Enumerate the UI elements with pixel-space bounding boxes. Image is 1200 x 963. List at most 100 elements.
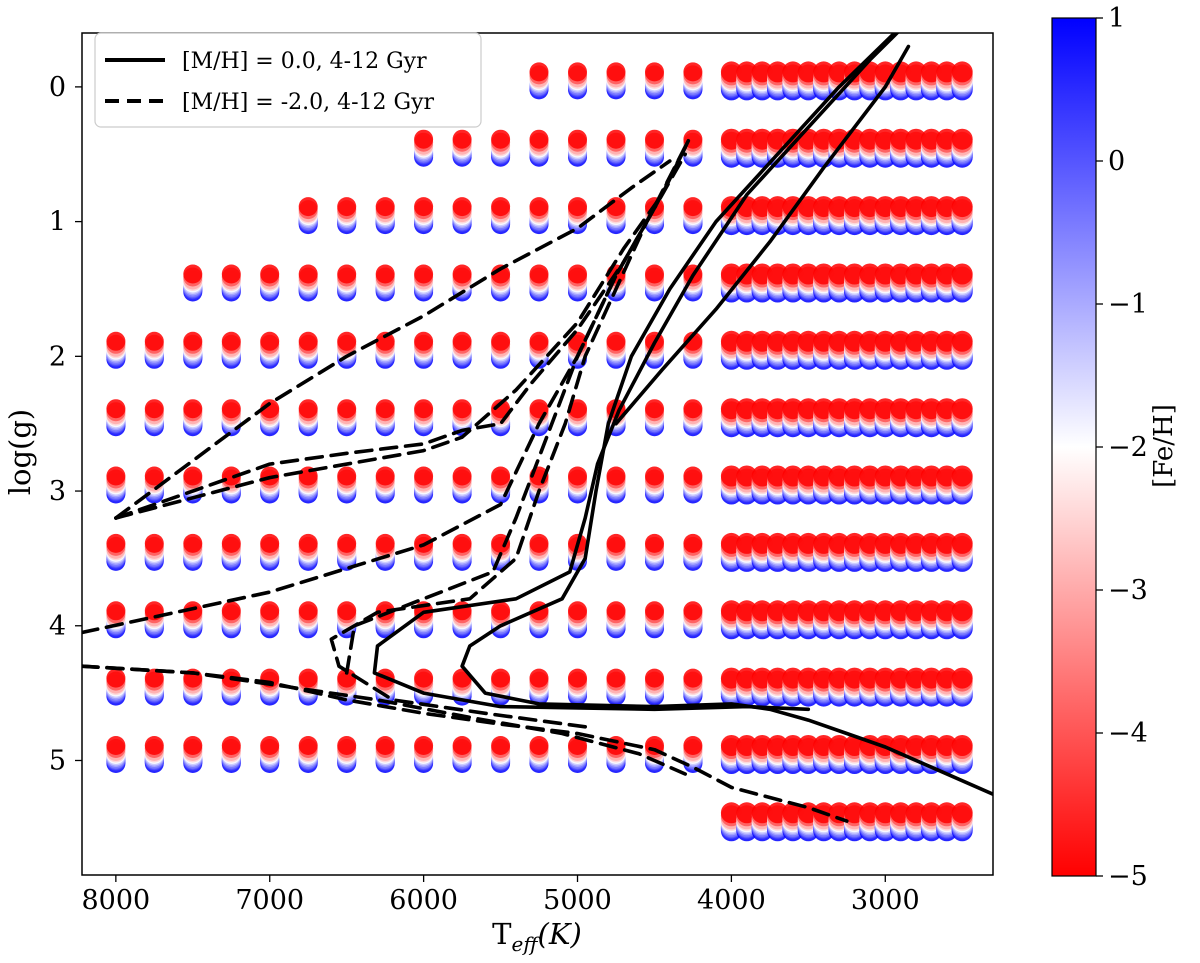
colorbar-tick-label: 0 — [1108, 146, 1125, 177]
grid-point — [337, 264, 357, 284]
grid-point — [375, 399, 395, 419]
grid-point — [568, 264, 587, 284]
grid-point — [221, 264, 241, 284]
colorbar-ticks: 1 0 −1 −2 −3 −4 −5 — [1096, 3, 1148, 892]
grid-point — [337, 399, 357, 419]
x-axis-label: Teff(K) — [492, 917, 582, 956]
grid-point — [951, 600, 973, 622]
grid-point — [951, 330, 973, 352]
grid-point — [260, 533, 280, 553]
grid-point — [260, 601, 280, 621]
grid-point — [337, 466, 357, 486]
colorbar-label: [Fe/H] — [1149, 404, 1179, 488]
grid-point — [144, 331, 164, 351]
grid-point — [951, 465, 973, 487]
grid-point — [606, 62, 626, 82]
grid-point — [298, 668, 318, 688]
colorbar-tick-label: −5 — [1108, 861, 1148, 892]
grid-point — [183, 601, 203, 621]
grid-point — [337, 601, 357, 621]
grid-point — [414, 197, 434, 217]
grid-point — [414, 331, 434, 351]
grid-point — [183, 264, 203, 284]
grid-point — [144, 533, 164, 553]
grid-point — [645, 533, 664, 553]
grid-point — [606, 533, 626, 553]
grid-point — [951, 398, 973, 420]
grid-point — [645, 601, 664, 621]
grid-point — [375, 197, 395, 217]
grid-point — [452, 533, 472, 553]
grid-point — [144, 399, 164, 419]
grid-point — [260, 399, 280, 419]
grid-point — [106, 736, 126, 755]
colorbar-tick-label: −2 — [1108, 432, 1148, 463]
x-axis-ticks: 8000 7000 6000 5000 4000 3000 — [81, 875, 920, 916]
grid-point — [683, 601, 703, 621]
grid-point — [221, 736, 241, 755]
grid-point — [298, 736, 318, 755]
grid-point — [951, 61, 973, 83]
x-tick-label: 5000 — [543, 885, 612, 916]
grid-point — [414, 736, 434, 755]
colorbar-tick-label: −3 — [1108, 575, 1148, 606]
grid-point — [260, 264, 280, 284]
isochrone-dashed-line — [344, 145, 687, 675]
legend-label-solid: [M/H] = 0.0, 4-12 Gyr — [182, 49, 427, 74]
grid-point — [375, 736, 395, 755]
grid-point — [106, 399, 126, 419]
grid-point — [183, 399, 203, 419]
grid-point — [951, 128, 973, 150]
grid-point — [683, 533, 703, 553]
grid-point — [183, 466, 203, 486]
grid-point — [106, 533, 126, 553]
grid-point — [491, 466, 511, 486]
grid-point — [606, 601, 626, 621]
grid-point — [491, 601, 511, 621]
grid-point — [337, 331, 357, 351]
x-tick-label: 7000 — [235, 885, 304, 916]
y-tick-label: 0 — [49, 72, 66, 103]
grid-point — [951, 735, 973, 756]
grid-point — [221, 399, 241, 419]
grid-point — [221, 601, 241, 621]
grid-point — [568, 197, 587, 217]
grid-point — [683, 62, 703, 82]
grid-point — [414, 129, 434, 149]
grid-point — [568, 466, 587, 486]
grid-point — [144, 736, 164, 755]
grid-point — [337, 736, 357, 755]
grid-point — [683, 668, 703, 688]
grid-point — [144, 466, 164, 486]
y-tick-label: 3 — [49, 476, 66, 507]
grid-point — [951, 263, 973, 285]
grid-point — [106, 466, 126, 486]
grid-point — [375, 466, 395, 486]
grid-point — [452, 197, 472, 217]
x-tick-label: 3000 — [851, 885, 920, 916]
grid-point — [491, 197, 511, 217]
grid-point — [683, 197, 703, 217]
grid-point — [414, 399, 434, 419]
x-axis-label-unit: (K) — [538, 917, 582, 951]
grid-point — [683, 466, 703, 486]
grid-point — [106, 668, 126, 688]
grid-point — [645, 264, 664, 284]
grid-point — [683, 736, 703, 755]
grid-point — [491, 668, 511, 688]
grid-point — [568, 129, 587, 149]
y-tick-label: 5 — [49, 745, 66, 776]
grid-point — [606, 668, 626, 688]
grid-point — [183, 533, 203, 553]
grid-point — [491, 129, 511, 149]
grid-point — [452, 129, 472, 149]
grid-point — [414, 264, 434, 284]
colorbar: 1 0 −1 −2 −3 −4 −5 [Fe/H] — [1051, 3, 1179, 892]
grid-point — [298, 331, 318, 351]
grid-point — [298, 197, 318, 217]
x-tick-label: 6000 — [389, 885, 458, 916]
grid-point — [683, 399, 703, 419]
grid-point — [337, 668, 357, 688]
y-tick-label: 1 — [49, 207, 66, 238]
